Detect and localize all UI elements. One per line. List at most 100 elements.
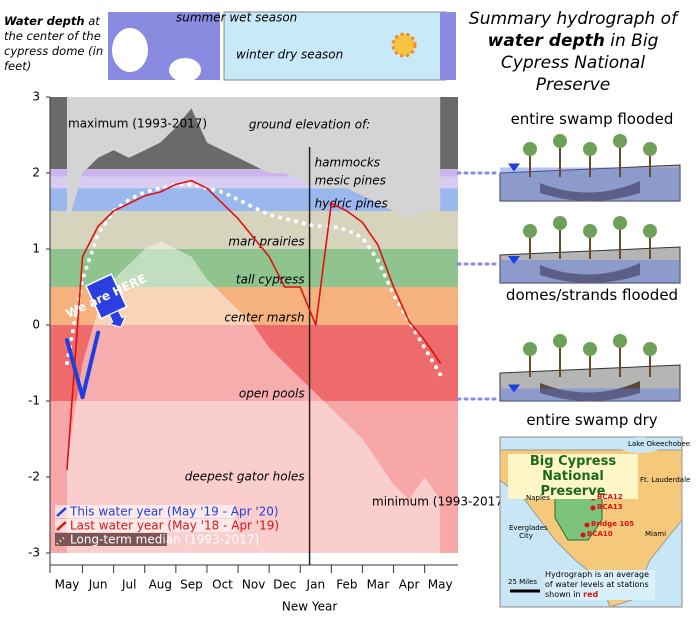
x-axis-label: New Year <box>282 600 337 614</box>
map-scale: 25 Miles <box>508 578 538 586</box>
legend-label: Long-term median (1993-2017) <box>70 533 259 547</box>
water <box>500 388 680 401</box>
map-note: Hydrograph is an average of water levels… <box>545 570 655 600</box>
y-tick-label: 2 <box>32 166 40 180</box>
y-tick-label: -2 <box>28 470 40 484</box>
dome <box>540 263 640 283</box>
elevation-label: center marsh <box>224 311 304 325</box>
canopy <box>643 342 657 356</box>
x-tick-label: May <box>428 578 453 592</box>
x-tick-label: Jul <box>121 578 136 592</box>
stage-illustration <box>499 216 681 284</box>
y-tick-label: 3 <box>32 90 40 104</box>
stage-label: entire swamp flooded <box>510 110 674 128</box>
elevation-label: tall cypress <box>236 273 305 287</box>
x-tick-label: Feb <box>336 578 357 592</box>
legend-label: This water year (May '19 - Apr '20) <box>69 505 279 519</box>
dome <box>540 381 640 401</box>
x-tick-label: Nov <box>242 578 265 592</box>
level-marker <box>508 256 520 264</box>
canopy <box>613 216 627 230</box>
stage-illustrations <box>499 134 681 402</box>
legend-label: Last water year (May '18 - Apr '19) <box>70 519 279 533</box>
summer-label: summer wet season <box>176 11 297 25</box>
y-tick-label: -1 <box>28 394 40 408</box>
here-arrow <box>107 309 127 328</box>
map-lake <box>618 437 662 453</box>
map-title: Big Cypress National Preserve <box>508 454 638 499</box>
canopy <box>643 224 657 238</box>
sun <box>391 32 417 58</box>
y-tick-label: 0 <box>32 318 40 332</box>
canopy <box>643 142 657 156</box>
water <box>500 260 680 283</box>
canopy <box>523 142 537 156</box>
dome <box>540 181 640 201</box>
depth-label: Water depth at the center of the cypress… <box>4 14 104 73</box>
stage-illustration <box>499 134 681 202</box>
plot-area: maximum (1993-2017) minimum (1993-2017) gr… <box>28 90 508 614</box>
x-tick-label: Jan <box>306 578 326 592</box>
canopy <box>583 224 597 238</box>
elevation-label: hydric pines <box>315 197 388 211</box>
canopy <box>613 334 627 348</box>
series-line <box>65 182 443 377</box>
canopy <box>613 134 627 148</box>
legend-bg <box>55 519 235 532</box>
elevation-label: deepest gator holes <box>185 470 305 484</box>
main-title: Summary hydrograph of water depth in Big… <box>468 9 678 95</box>
station-dot <box>584 522 590 528</box>
map-city: Naples <box>526 494 550 502</box>
cloud <box>112 28 148 72</box>
maximum-label: maximum (1993-2017) <box>68 117 207 131</box>
y-tick-label: 1 <box>32 242 40 256</box>
x-tick-label: Apr <box>399 578 420 592</box>
cloud <box>169 58 201 82</box>
x-tick-label: Jun <box>88 578 108 592</box>
level-marker <box>508 384 520 393</box>
canopy <box>553 134 567 148</box>
y-tick-label: -3 <box>28 546 40 560</box>
map-city: Miami <box>645 530 667 538</box>
winter-label: winter dry season <box>236 48 343 62</box>
above-maximum-area <box>67 97 441 227</box>
elevation-band <box>50 169 458 177</box>
elevation-band <box>50 176 458 189</box>
stage-label: domes/strands flooded <box>505 286 679 304</box>
map-station: BCA10 <box>587 530 613 538</box>
map-city: Everglades City <box>509 524 548 540</box>
elevation-label: marl prairies <box>228 235 304 249</box>
x-tick-label: Sep <box>180 578 203 592</box>
map-station: BCA12 <box>597 493 623 501</box>
minimum-label: minimum (1993-2017) <box>372 495 508 509</box>
map-lake-label: Lake Okeechobee <box>628 440 691 448</box>
canopy <box>523 342 537 356</box>
legend-swatch <box>56 507 67 517</box>
legend-bg <box>55 533 167 546</box>
elevation-band <box>50 211 458 249</box>
canopy <box>583 342 597 356</box>
x-tick-label: Mar <box>367 578 390 592</box>
station-dot <box>590 505 596 511</box>
elevation-band <box>50 325 458 401</box>
x-tick-label: May <box>55 578 80 592</box>
canopy <box>523 224 537 238</box>
legend-swatch <box>56 521 67 531</box>
level-marker <box>508 163 520 172</box>
station-dot <box>580 532 586 538</box>
elevation-title: ground elevation of: <box>249 118 371 132</box>
elevation-label: open pools <box>239 387 305 401</box>
map-station: Bridge 105 <box>591 520 635 528</box>
series-line <box>66 179 441 471</box>
x-tick-label: Aug <box>149 578 172 592</box>
elevation-band <box>50 249 458 287</box>
map-city: Ft. Lauderdale <box>640 476 691 484</box>
elevation-label: hammocks <box>315 156 380 170</box>
series-line <box>65 330 101 400</box>
stage-label: entire swamp dry <box>526 411 658 429</box>
x-tick-label: Dec <box>273 578 296 592</box>
elevation-label: mesic pines <box>315 174 386 188</box>
canopy <box>583 142 597 156</box>
stage-illustration <box>499 334 681 402</box>
